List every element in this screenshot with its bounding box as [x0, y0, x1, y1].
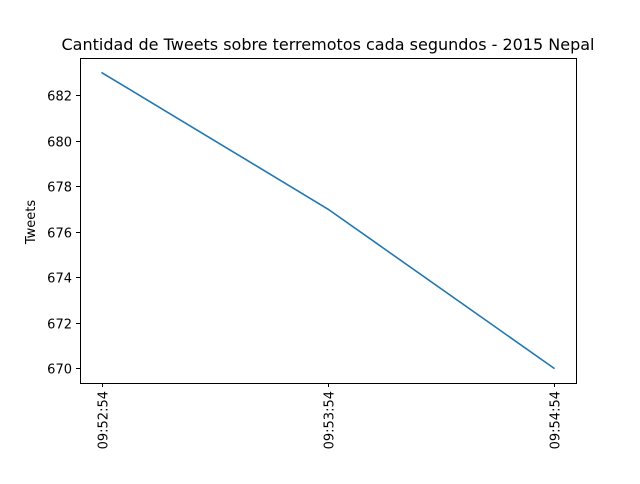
x-tick-label: 09:53:54: [323, 391, 338, 449]
y-tick-label: 672: [47, 318, 72, 333]
y-tick-label: 680: [47, 136, 72, 151]
plot-area: [80, 58, 577, 384]
x-tick-label: 09:52:54: [97, 391, 112, 449]
x-axis-ticks: 09:52:54 09:53:54 09:54:54: [97, 383, 564, 449]
series-line: [101, 72, 555, 369]
y-axis-ticks: 670 672 674 676 678 680 682: [47, 90, 80, 378]
data-point: [553, 367, 555, 370]
y-axis-label: Tweets: [24, 200, 39, 246]
series-layer: [101, 71, 555, 370]
y-tick-label: 678: [47, 181, 72, 196]
y-tick-label: 676: [47, 227, 72, 242]
x-tick-label: 09:54:54: [549, 391, 564, 449]
y-tick-label: 674: [47, 272, 72, 287]
data-point: [327, 208, 329, 210]
data-point: [101, 71, 103, 74]
y-tick-label: 670: [47, 363, 72, 378]
chart-title: Cantidad de Tweets sobre terremotos cada…: [61, 35, 594, 54]
y-tick-label: 682: [47, 90, 72, 105]
